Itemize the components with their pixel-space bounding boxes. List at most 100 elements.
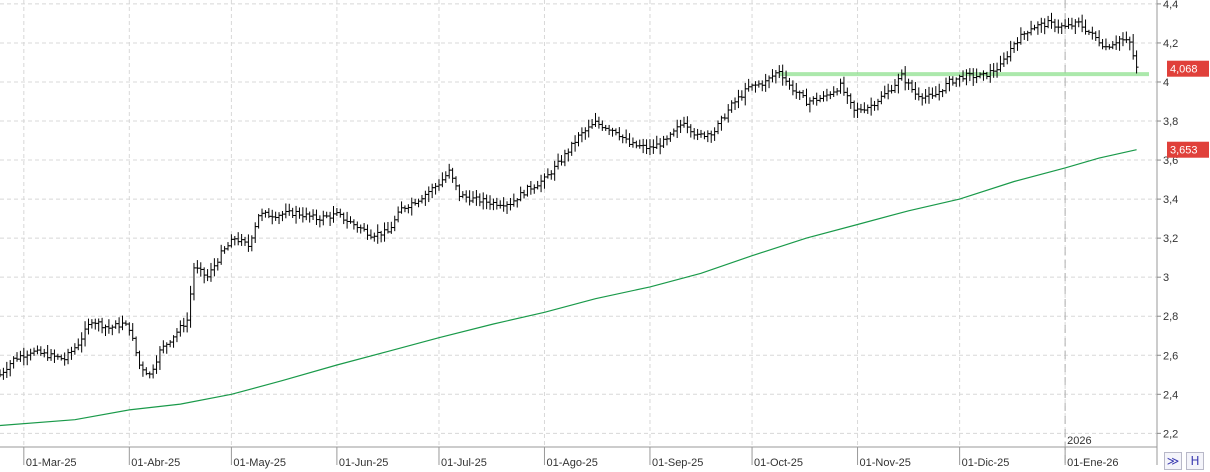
ohlc-bar bbox=[545, 168, 550, 179]
ohlc-bar bbox=[83, 321, 88, 347]
ohlc-bar bbox=[467, 190, 472, 206]
ohlc-bar bbox=[253, 222, 258, 244]
ohlc-bar bbox=[130, 323, 135, 341]
ohlc-bar bbox=[392, 215, 397, 232]
ohlc-bar bbox=[280, 210, 285, 222]
ohlc-bar bbox=[804, 88, 809, 107]
ohlc-bar bbox=[903, 66, 908, 91]
ohlc-bar bbox=[460, 191, 465, 199]
ohlc-bar bbox=[882, 85, 887, 99]
ohlc-bar bbox=[273, 211, 278, 221]
ohlc-bar bbox=[1046, 15, 1051, 29]
ohlc-bar bbox=[453, 176, 458, 191]
ohlc-bar bbox=[1073, 19, 1078, 35]
ohlc-bar bbox=[600, 120, 605, 131]
ohlc-bar bbox=[1012, 41, 1017, 53]
double-chevron-icon[interactable]: ≫ bbox=[1164, 452, 1182, 470]
ohlc-bar bbox=[685, 116, 690, 134]
ohlc-bar bbox=[202, 267, 207, 284]
y-axis-ticks: 4,4 4,2 4 3,8 3,6 3,4 3,2 3 2,8 2,6 2,4 2,2 bbox=[1157, 0, 1178, 440]
ohlc-bar bbox=[668, 131, 673, 142]
ohlc-bar bbox=[920, 93, 925, 106]
ohlc-bar bbox=[1083, 19, 1088, 35]
ohlc-bar bbox=[562, 149, 567, 167]
ohlc-bar bbox=[726, 104, 731, 123]
ohlc-bar bbox=[471, 191, 476, 204]
y-tick-label: 2,2 bbox=[1163, 428, 1178, 440]
ohlc-bar bbox=[603, 124, 608, 131]
ohlc-bar bbox=[389, 221, 394, 234]
ohlc-bar bbox=[712, 127, 717, 141]
ohlc-bar bbox=[528, 180, 533, 195]
ohlc-bar bbox=[716, 120, 721, 135]
last-price-tag bbox=[1167, 60, 1209, 77]
ohlc-bar bbox=[426, 186, 431, 203]
last-price-tag-label: 4,068 bbox=[1170, 64, 1198, 76]
ohlc-bar bbox=[613, 128, 618, 136]
ohlc-bar bbox=[590, 118, 595, 129]
ohlc-bar bbox=[321, 210, 326, 226]
ohlc-bar bbox=[818, 94, 823, 103]
ohlc-bar bbox=[770, 69, 775, 83]
ohlc-bar bbox=[566, 148, 571, 162]
moving-average-line bbox=[0, 149, 1137, 427]
ohlc-bar bbox=[341, 212, 346, 225]
ohlc-bar bbox=[957, 74, 962, 87]
ohlc-bar bbox=[96, 318, 101, 332]
ohlc-bar bbox=[406, 204, 411, 214]
ohlc-bar bbox=[1039, 17, 1044, 33]
ohlc-bar bbox=[678, 119, 683, 133]
y-tick-label: 3,8 bbox=[1163, 116, 1178, 128]
ohlc-bar bbox=[913, 81, 918, 100]
floppy-disk-icon[interactable]: H bbox=[1186, 452, 1204, 470]
ohlc-bar bbox=[811, 96, 816, 105]
ohlc-bar bbox=[222, 246, 227, 254]
ohlc-bar bbox=[52, 349, 57, 363]
ohlc-bar bbox=[379, 230, 384, 243]
ohlc-bar bbox=[277, 212, 282, 225]
ohlc-bar bbox=[113, 320, 118, 329]
ohlc-bar bbox=[8, 360, 13, 377]
ohlc-bar bbox=[4, 361, 9, 378]
ohlc-bar bbox=[1052, 18, 1057, 33]
ohlc-bar bbox=[539, 174, 544, 193]
ohlc-bar bbox=[1056, 19, 1061, 34]
ohlc-bar bbox=[263, 210, 268, 218]
ohlc-bar bbox=[21, 347, 26, 366]
ohlc-bar bbox=[1103, 38, 1108, 51]
ohlc-bar bbox=[750, 83, 755, 91]
ohlc-bar bbox=[886, 83, 891, 100]
y-tick-label: 3,2 bbox=[1163, 233, 1178, 245]
x-tick-label: 01-Oct-25 bbox=[754, 457, 803, 469]
ohlc-bar bbox=[607, 124, 612, 136]
ohlc-bar bbox=[831, 86, 836, 98]
ohlc-bar bbox=[1032, 24, 1037, 31]
vertical-gridlines bbox=[23, 0, 1066, 447]
ohlc-bar bbox=[236, 232, 241, 246]
ohlc-bar bbox=[1063, 19, 1068, 29]
ohlc-bar bbox=[746, 78, 751, 92]
ohlc-bar bbox=[440, 172, 445, 188]
ohlc-bar bbox=[542, 173, 547, 189]
x-tick-label: 01-Ene-26 bbox=[1067, 457, 1118, 469]
ohlc-bar bbox=[283, 203, 288, 219]
ohlc-bar bbox=[1097, 30, 1102, 47]
ohlc-bar bbox=[494, 197, 499, 210]
ohlc-bar bbox=[219, 244, 224, 265]
ohlc-bar bbox=[137, 350, 142, 370]
ohlc-bar bbox=[576, 132, 581, 147]
ohlc-bar bbox=[1090, 26, 1095, 40]
ohlc-bar bbox=[157, 346, 162, 370]
ohlc-bar bbox=[658, 138, 663, 155]
ohlc-bar bbox=[835, 87, 840, 96]
ohlc-bar bbox=[35, 345, 40, 355]
y-tick-label: 4 bbox=[1163, 77, 1169, 89]
ohlc-bar bbox=[396, 206, 401, 223]
ohlc-bar bbox=[385, 221, 390, 234]
ohlc-bar bbox=[862, 102, 867, 114]
ohlc-bar bbox=[688, 124, 693, 138]
ohlc-bar bbox=[86, 318, 91, 335]
ohlc-bar bbox=[1042, 18, 1047, 35]
ohlc-bar bbox=[413, 198, 418, 206]
ohlc-bar bbox=[215, 258, 220, 271]
